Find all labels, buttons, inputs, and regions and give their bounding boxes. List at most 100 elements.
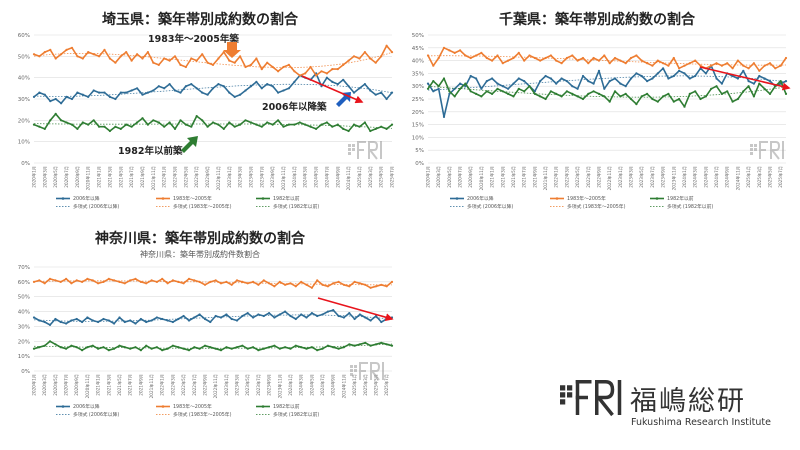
kanagawa-data-point-pre1982 [326,344,329,347]
saitama-data-point-pre1982 [358,125,361,128]
saitama-data-point-post2006 [293,80,296,83]
chiba-data-point-pre1982 [747,85,750,88]
saitama-data-point-post2006 [244,89,247,92]
chiba-y-tick-label: 20% [412,110,424,116]
saitama-x-tick-label: 2022年3月 [172,166,179,188]
chiba-data-point-post2006 [491,77,494,80]
chiba-data-point-post2006 [646,80,649,83]
saitama-legend-label: 2006年以降 [73,195,100,202]
kanagawa-data-point-mid [81,280,84,283]
chiba-data-point-pre1982 [442,77,446,80]
chiba-data-point-mid [683,64,686,67]
saitama-x-tick-label: 2021年1月 [96,166,103,188]
chiba-x-tick-label: 2023年5月 [638,166,645,188]
chiba-data-point-mid [667,64,670,67]
chiba-data-point-pre1982 [768,92,772,95]
kanagawa-data-point-post2006 [225,313,228,316]
chiba-y-tick-label: 40% [412,59,424,65]
chiba-x-tick-label: 2022年7月 [585,166,592,188]
saitama-legend-marker [61,197,65,200]
saitama-data-point-mid [157,63,160,66]
kanagawa-data-point-pre1982 [235,346,239,349]
saitama-data-point-post2006 [38,91,41,94]
saitama-data-point-pre1982 [179,119,182,122]
chiba-x-tick-label: 2023年7月 [649,166,656,188]
chiba-legend-marker [655,197,659,200]
kanagawa-data-point-mid [107,277,110,280]
kanagawa-data-point-pre1982 [358,343,361,346]
chiba-y-tick-label: 35% [412,71,424,77]
kanagawa-data-point-post2006 [230,317,233,321]
chiba-data-point-pre1982 [587,92,590,95]
chiba-data-point-post2006 [459,82,462,85]
kanagawa-data-point-mid [97,282,100,285]
chiba-data-point-post2006 [475,77,478,80]
saitama-data-point-mid [244,65,247,69]
kanagawa-data-point-mid [257,283,260,286]
chiba-data-point-pre1982 [544,97,547,101]
saitama-data-point-pre1982 [390,123,394,126]
saitama-data-point-mid [87,51,90,54]
kanagawa-data-point-post2006 [289,314,292,318]
saitama-data-point-pre1982 [228,121,231,124]
saitama-data-point-mid [81,57,84,60]
saitama-data-point-mid [43,51,46,54]
kanagawa-chart-title: 神奈川県：築年帯別成約数の割合 [95,230,306,247]
chiba-data-point-mid [629,56,633,60]
kanagawa-data-point-pre1982 [171,344,174,347]
chiba-data-point-pre1982 [742,90,745,93]
saitama-data-point-pre1982 [244,119,247,122]
kanagawa-x-tick-label: 2022年7月 [191,374,198,396]
chiba-legend-label: 多項式 (2006年以降) [467,203,513,210]
kanagawa-data-point-mid [374,285,378,288]
saitama-data-point-pre1982 [249,121,253,124]
kanagawa-data-point-mid [214,279,217,282]
saitama-data-point-mid [266,61,269,64]
kanagawa-data-point-pre1982 [65,347,68,350]
saitama-data-point-post2006 [320,85,323,88]
saitama-data-point-post2006 [201,91,204,94]
saitama-data-point-pre1982 [98,125,101,128]
chiba-data-point-mid [501,62,504,65]
chiba-data-point-pre1982 [453,95,456,98]
saitama-data-point-mid [184,65,187,69]
kanagawa-x-tick-label: 2024年7月 [319,374,326,396]
saitama-data-point-post2006 [363,83,366,86]
saitama-x-tick-label: 2021年3月 [106,166,113,188]
saitama-data-point-mid [390,51,394,54]
kanagawa-data-point-mid [262,279,265,282]
saitama-data-point-pre1982 [352,123,356,126]
kanagawa-data-point-post2006 [209,320,212,324]
kanagawa-data-point-post2006 [38,319,41,322]
chiba-x-tick-label: 2023年3月 [628,166,635,188]
kanagawa-data-point-post2006 [86,316,89,319]
saitama-data-point-post2006 [141,93,144,96]
chiba-plot-area: 0%5%10%15%20%25%30%35%40%45%50%2020年1月 20… [412,33,788,210]
kanagawa-data-point-pre1982 [353,344,356,347]
chiba-legend-label: 多項式 (1983年～2005年) [567,203,626,210]
chiba-data-point-post2006 [597,69,601,72]
kanagawa-data-point-pre1982 [305,347,308,350]
saitama-chart-title: 埼玉県：築年帯別成約数の割合 [102,11,299,28]
kanagawa-y-tick-label: 60% [18,280,30,286]
saitama-trend-arrow [301,75,364,104]
saitama-x-tick-label: 2022年9月 [204,166,211,188]
kanagawa-x-tick-label: 2024年9月 [330,374,337,396]
chiba-data-point-mid [571,54,574,57]
saitama-chart: 埼玉県：築年帯別成約数の割合 0% 10% 20% 30% 40% 50% 60% 2020年… [18,11,396,210]
kanagawa-data-point-post2006 [305,316,308,319]
saitama-data-point-pre1982 [54,112,57,115]
saitama-data-point-post2006 [136,87,139,90]
kanagawa-data-point-mid [48,277,52,280]
kanagawa-data-point-pre1982 [316,349,319,352]
saitama-data-point-post2006 [352,91,356,94]
saitama-data-point-pre1982 [325,121,328,124]
chiba-x-tick-label: 2024年11月 [734,166,741,190]
chiba-data-point-pre1982 [683,105,686,108]
kanagawa-data-point-mid [193,279,196,282]
kanagawa-data-point-mid [326,285,329,288]
chiba-data-point-pre1982 [533,92,537,95]
saitama-data-point-mid [98,55,101,58]
chiba-data-point-pre1982 [426,87,430,90]
